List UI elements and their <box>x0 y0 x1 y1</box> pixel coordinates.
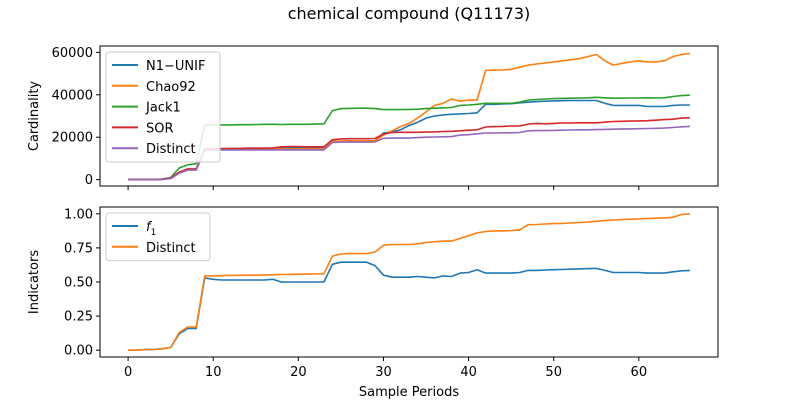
cardinality-legend-label: N1−UNIF <box>146 59 205 74</box>
figure-title: chemical compound (Q11173) <box>288 4 531 23</box>
indicators-x-tick-label: 30 <box>375 365 392 380</box>
cardinality-legend-box <box>105 51 221 163</box>
cardinality-series-line-distinct <box>128 125 690 181</box>
cardinality-series-line-jack1 <box>128 94 690 181</box>
indicators-y-axis-label: Indicators <box>27 250 42 314</box>
indicators-y-tick-label: 0.00 <box>64 344 93 359</box>
indicators-x-tick-label: 40 <box>460 365 477 380</box>
cardinality-legend-label: Chao92 <box>146 80 196 95</box>
indicators-y-tick-label: 1.00 <box>64 207 93 222</box>
indicators-legend: f1 Distinct <box>105 212 211 262</box>
indicators-y-tick-label: 0.75 <box>64 241 93 256</box>
cardinality-legend-label: SOR <box>146 121 174 136</box>
cardinality-legend-label: Jack1 <box>145 101 181 116</box>
indicators-y-tick-label: 0.25 <box>64 310 93 325</box>
indicators-x-tick-label: 10 <box>205 365 222 380</box>
cardinality-panel: 0 20000 40000 60000 Cardinality N1−UNIF Chao… <box>27 45 719 190</box>
cardinality-series-lines <box>128 52 691 181</box>
indicators-series-lines <box>128 213 690 352</box>
indicators-series-line-distinct <box>128 213 690 352</box>
cardinality-x-axis-ticks <box>127 186 640 190</box>
indicators-legend-label: Distinct <box>146 241 196 256</box>
indicators-y-tick-label: 0.50 <box>64 276 93 291</box>
cardinality-y-tick-label: 20000 <box>52 131 93 146</box>
indicators-legend-label: f1 <box>146 220 156 238</box>
cardinality-series-line-sor <box>128 116 690 181</box>
cardinality-y-tick-label: 60000 <box>52 46 93 61</box>
indicators-panel: 0.00 0.25 0.50 0.75 1.00 0 10 20 30 40 50 60 Indic… <box>27 206 719 400</box>
indicators-series-line-f1 <box>128 261 690 352</box>
indicators-legend-box <box>105 212 211 262</box>
indicators-x-tick-label: 60 <box>631 365 648 380</box>
indicators-x-axis-ticks: 0 10 20 30 40 50 60 <box>124 357 647 380</box>
cardinality-legend-label: Distinct <box>146 142 196 157</box>
cardinality-legend: N1−UNIF Chao92 Jack1 SOR Distinct <box>105 51 221 163</box>
cardinality-y-tick-label: 40000 <box>52 88 93 103</box>
indicators-x-tick-label: 0 <box>124 365 132 380</box>
cardinality-y-tick-label: 0 <box>85 173 93 188</box>
cardinality-y-axis-label: Cardinality <box>27 81 42 152</box>
x-axis-label: Sample Periods <box>359 385 459 400</box>
indicators-x-tick-label: 50 <box>545 365 562 380</box>
cardinality-y-axis-ticks: 0 20000 40000 60000 <box>52 46 100 188</box>
indicators-x-tick-label: 20 <box>290 365 307 380</box>
indicators-y-axis-ticks: 0.00 0.25 0.50 0.75 1.00 <box>64 207 100 359</box>
